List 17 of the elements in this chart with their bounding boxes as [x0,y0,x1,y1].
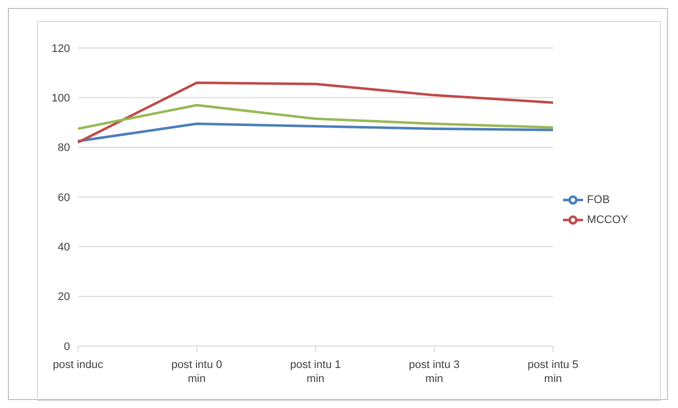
x-tick-label: post intu 5 min [528,359,578,385]
y-tick-label: 80 [58,142,70,154]
y-tick-label: 40 [58,242,70,254]
y-tick-label: 100 [52,92,70,105]
line-series [76,104,554,130]
y-tick-label: 20 [58,291,70,304]
y-tick-label: 120 [52,42,70,55]
legend-label: MCCOY [587,214,628,226]
x-tick-label: post intu 1 min [290,359,341,385]
x-tick-label: post intu 3 min [408,359,460,385]
legend-label: FOB [587,194,610,206]
line-series [76,82,554,144]
x-tick-label: post induc [52,359,104,371]
y-tick-label: 0 [64,340,70,353]
y-tick-label: 60 [58,192,70,204]
line-series [76,122,554,142]
x-tick-label: post intu 0 min [171,359,222,385]
